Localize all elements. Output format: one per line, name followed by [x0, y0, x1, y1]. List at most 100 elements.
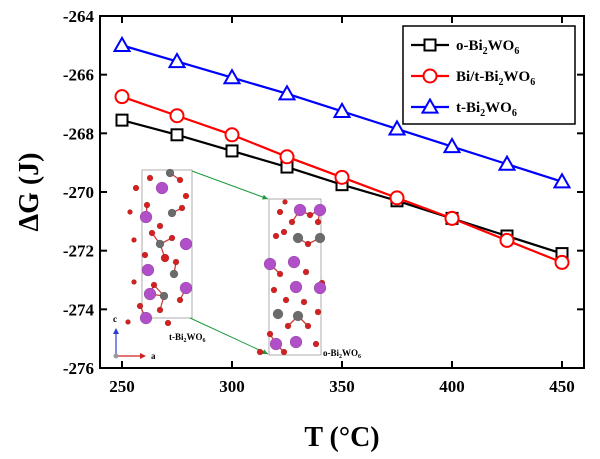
series-triangle	[112, 35, 572, 189]
x-tick-label: 450	[549, 377, 575, 396]
atom	[276, 270, 284, 278]
series-circle	[114, 89, 570, 270]
y-tick-label: -276	[63, 359, 94, 378]
atom	[143, 201, 151, 209]
atom	[287, 255, 301, 269]
atom	[139, 210, 153, 224]
crystal-structure-inset: t-Bi2WO6 o-Bi2WO6 c a	[113, 168, 361, 361]
atom	[282, 296, 290, 304]
atom	[304, 240, 312, 248]
atom	[284, 322, 292, 330]
atom	[289, 335, 303, 349]
atom	[272, 232, 280, 240]
atom	[266, 330, 274, 338]
atom	[132, 184, 140, 192]
legend-entry: Bi/t-Bi2WO6	[411, 68, 535, 88]
atom	[293, 203, 307, 217]
atom	[165, 168, 175, 178]
data-point	[170, 128, 184, 142]
data-point	[552, 172, 572, 189]
atom	[178, 204, 186, 212]
atom	[179, 281, 193, 295]
atom	[282, 199, 288, 205]
atom	[302, 268, 310, 276]
data-point	[387, 119, 407, 136]
legend-marker	[423, 38, 437, 52]
atom	[280, 348, 288, 356]
atom	[146, 174, 154, 182]
transform-arrow	[189, 317, 269, 355]
atom	[263, 257, 277, 271]
legend-label: t-Bi2WO6	[456, 100, 517, 119]
data-point	[277, 84, 297, 101]
atom	[167, 208, 177, 218]
inset-label-o-bi2wo6: o-Bi2WO6	[323, 348, 361, 360]
atom	[314, 308, 322, 316]
atom	[125, 319, 131, 325]
data-point	[114, 89, 130, 105]
atom	[270, 286, 278, 294]
atom	[288, 218, 296, 226]
atom	[156, 306, 164, 314]
data-point	[279, 149, 295, 165]
atom	[292, 232, 304, 244]
atom	[314, 218, 322, 226]
atom	[131, 237, 137, 243]
atom	[313, 281, 327, 295]
arrowhead	[262, 349, 268, 355]
atom	[182, 192, 190, 200]
data-point	[332, 101, 352, 118]
inset-label-t-bi2wo6: t-Bi2WO6	[169, 332, 206, 344]
unit-cell-right	[268, 198, 322, 356]
x-tick-label: 250	[109, 377, 135, 396]
c-axis-label: c	[113, 314, 117, 324]
atom	[160, 253, 170, 263]
atom	[131, 279, 137, 285]
atom	[176, 296, 184, 304]
legend-label: o-Bi2WO6	[456, 38, 519, 57]
atom	[169, 269, 179, 279]
y-tick-label: -272	[63, 242, 94, 261]
legend-marker	[420, 97, 440, 114]
atom	[306, 211, 314, 219]
data-point	[225, 144, 239, 158]
data-point	[499, 232, 515, 248]
atom	[179, 237, 193, 251]
atom	[313, 203, 327, 217]
legend: o-Bi2WO6 Bi/t-Bi2WO6 t-Bi2WO6	[402, 25, 576, 125]
data-point	[554, 254, 570, 270]
data-point	[167, 51, 187, 69]
x-axis-title: T (°C)	[304, 422, 379, 453]
transform-arrow	[191, 170, 269, 200]
y-axis-title: ΔG (J)	[14, 153, 45, 232]
data-point	[222, 68, 242, 85]
legend-entry: o-Bi2WO6	[411, 38, 519, 57]
atom	[127, 209, 133, 215]
data-point	[389, 190, 405, 206]
axis-origin	[113, 353, 119, 359]
data-point	[444, 210, 460, 226]
x-tick-label: 350	[329, 377, 355, 396]
legend-label: Bi/t-Bi2WO6	[456, 69, 535, 88]
atom	[314, 232, 326, 244]
atom	[289, 280, 303, 294]
atom	[164, 319, 172, 327]
atom	[300, 298, 308, 306]
atom	[150, 281, 158, 289]
atom	[256, 348, 264, 356]
atom	[155, 181, 169, 195]
legend-marker	[422, 68, 438, 84]
x-tick-label: 300	[219, 377, 245, 396]
atom	[272, 308, 284, 320]
y-tick-label: -268	[63, 124, 94, 143]
data-point	[112, 35, 132, 52]
a-axis-label: a	[151, 351, 156, 361]
c-axis-head	[113, 328, 119, 334]
data-point	[497, 154, 517, 171]
legend-entry: t-Bi2WO6	[411, 97, 517, 119]
atom	[155, 239, 165, 249]
axes: 250 300 350 400 450 -276 -274 -272 -270 -268 -266 -…	[63, 7, 584, 396]
atom	[312, 340, 320, 348]
series-layer	[112, 35, 572, 270]
